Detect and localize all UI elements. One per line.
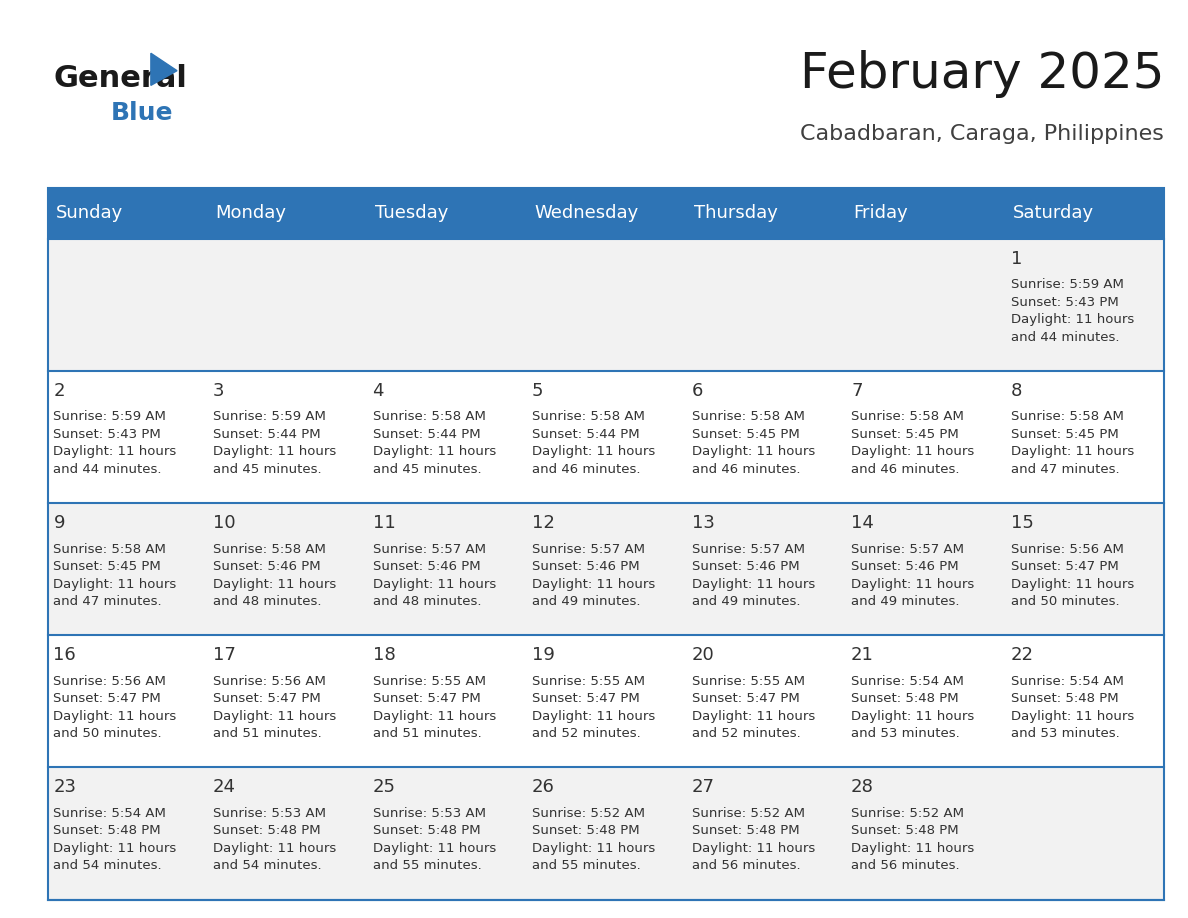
- Text: 14: 14: [851, 514, 874, 532]
- Text: 24: 24: [213, 778, 236, 797]
- Text: Sunrise: 5:56 AM
Sunset: 5:47 PM
Daylight: 11 hours
and 50 minutes.: Sunrise: 5:56 AM Sunset: 5:47 PM Dayligh…: [53, 675, 177, 740]
- Text: 6: 6: [691, 382, 703, 400]
- Text: Sunrise: 5:58 AM
Sunset: 5:45 PM
Daylight: 11 hours
and 46 minutes.: Sunrise: 5:58 AM Sunset: 5:45 PM Dayligh…: [691, 410, 815, 476]
- Text: Sunrise: 5:58 AM
Sunset: 5:45 PM
Daylight: 11 hours
and 47 minutes.: Sunrise: 5:58 AM Sunset: 5:45 PM Dayligh…: [1011, 410, 1133, 476]
- Text: 4: 4: [373, 382, 384, 400]
- Text: 10: 10: [213, 514, 235, 532]
- Text: 17: 17: [213, 646, 236, 665]
- Text: Sunrise: 5:56 AM
Sunset: 5:47 PM
Daylight: 11 hours
and 50 minutes.: Sunrise: 5:56 AM Sunset: 5:47 PM Dayligh…: [1011, 543, 1133, 608]
- Text: Sunrise: 5:55 AM
Sunset: 5:47 PM
Daylight: 11 hours
and 52 minutes.: Sunrise: 5:55 AM Sunset: 5:47 PM Dayligh…: [532, 675, 656, 740]
- Text: Friday: Friday: [853, 205, 909, 222]
- Bar: [685, 188, 845, 239]
- Text: Sunrise: 5:58 AM
Sunset: 5:44 PM
Daylight: 11 hours
and 46 minutes.: Sunrise: 5:58 AM Sunset: 5:44 PM Dayligh…: [532, 410, 656, 476]
- Bar: [367, 188, 526, 239]
- Text: 18: 18: [373, 646, 396, 665]
- Text: Sunrise: 5:59 AM
Sunset: 5:44 PM
Daylight: 11 hours
and 45 minutes.: Sunrise: 5:59 AM Sunset: 5:44 PM Dayligh…: [213, 410, 336, 476]
- Text: 11: 11: [373, 514, 396, 532]
- Polygon shape: [151, 53, 177, 85]
- Text: Sunday: Sunday: [56, 205, 124, 222]
- Text: Sunrise: 5:59 AM
Sunset: 5:43 PM
Daylight: 11 hours
and 44 minutes.: Sunrise: 5:59 AM Sunset: 5:43 PM Dayligh…: [53, 410, 177, 476]
- Text: 3: 3: [213, 382, 225, 400]
- Text: Sunrise: 5:57 AM
Sunset: 5:46 PM
Daylight: 11 hours
and 49 minutes.: Sunrise: 5:57 AM Sunset: 5:46 PM Dayligh…: [691, 543, 815, 608]
- Text: 12: 12: [532, 514, 555, 532]
- Text: Sunrise: 5:57 AM
Sunset: 5:46 PM
Daylight: 11 hours
and 49 minutes.: Sunrise: 5:57 AM Sunset: 5:46 PM Dayligh…: [851, 543, 974, 608]
- Text: 8: 8: [1011, 382, 1022, 400]
- Text: Sunrise: 5:58 AM
Sunset: 5:45 PM
Daylight: 11 hours
and 46 minutes.: Sunrise: 5:58 AM Sunset: 5:45 PM Dayligh…: [851, 410, 974, 476]
- Bar: [48, 371, 1164, 503]
- Text: Sunrise: 5:54 AM
Sunset: 5:48 PM
Daylight: 11 hours
and 54 minutes.: Sunrise: 5:54 AM Sunset: 5:48 PM Dayligh…: [53, 807, 177, 872]
- Text: 9: 9: [53, 514, 65, 532]
- Text: 25: 25: [373, 778, 396, 797]
- Text: 23: 23: [53, 778, 76, 797]
- Text: Blue: Blue: [110, 101, 173, 125]
- Text: Thursday: Thursday: [694, 205, 778, 222]
- Text: 19: 19: [532, 646, 555, 665]
- Text: Sunrise: 5:58 AM
Sunset: 5:45 PM
Daylight: 11 hours
and 47 minutes.: Sunrise: 5:58 AM Sunset: 5:45 PM Dayligh…: [53, 543, 177, 608]
- Text: Sunrise: 5:58 AM
Sunset: 5:44 PM
Daylight: 11 hours
and 45 minutes.: Sunrise: 5:58 AM Sunset: 5:44 PM Dayligh…: [373, 410, 495, 476]
- Text: Saturday: Saturday: [1013, 205, 1094, 222]
- Text: 15: 15: [1011, 514, 1034, 532]
- Text: Sunrise: 5:52 AM
Sunset: 5:48 PM
Daylight: 11 hours
and 55 minutes.: Sunrise: 5:52 AM Sunset: 5:48 PM Dayligh…: [532, 807, 656, 872]
- Bar: [1005, 188, 1164, 239]
- Text: 2: 2: [53, 382, 65, 400]
- Text: Sunrise: 5:55 AM
Sunset: 5:47 PM
Daylight: 11 hours
and 51 minutes.: Sunrise: 5:55 AM Sunset: 5:47 PM Dayligh…: [373, 675, 495, 740]
- Bar: [48, 767, 1164, 900]
- Text: 22: 22: [1011, 646, 1034, 665]
- Text: 16: 16: [53, 646, 76, 665]
- Bar: [48, 635, 1164, 767]
- Text: Sunrise: 5:56 AM
Sunset: 5:47 PM
Daylight: 11 hours
and 51 minutes.: Sunrise: 5:56 AM Sunset: 5:47 PM Dayligh…: [213, 675, 336, 740]
- Text: Sunrise: 5:54 AM
Sunset: 5:48 PM
Daylight: 11 hours
and 53 minutes.: Sunrise: 5:54 AM Sunset: 5:48 PM Dayligh…: [1011, 675, 1133, 740]
- Text: Wednesday: Wednesday: [535, 205, 639, 222]
- Text: Monday: Monday: [215, 205, 286, 222]
- Bar: [207, 188, 367, 239]
- Text: 1: 1: [1011, 250, 1022, 268]
- Text: Sunrise: 5:57 AM
Sunset: 5:46 PM
Daylight: 11 hours
and 49 minutes.: Sunrise: 5:57 AM Sunset: 5:46 PM Dayligh…: [532, 543, 656, 608]
- Text: General: General: [53, 63, 188, 93]
- Text: 7: 7: [851, 382, 862, 400]
- Text: 28: 28: [851, 778, 874, 797]
- Text: Cabadbaran, Caraga, Philippines: Cabadbaran, Caraga, Philippines: [801, 124, 1164, 144]
- Bar: [48, 239, 1164, 371]
- Text: Tuesday: Tuesday: [375, 205, 448, 222]
- Text: Sunrise: 5:55 AM
Sunset: 5:47 PM
Daylight: 11 hours
and 52 minutes.: Sunrise: 5:55 AM Sunset: 5:47 PM Dayligh…: [691, 675, 815, 740]
- Text: 26: 26: [532, 778, 555, 797]
- Bar: [48, 503, 1164, 635]
- Text: February 2025: February 2025: [800, 50, 1164, 98]
- Bar: [845, 188, 1005, 239]
- Text: Sunrise: 5:59 AM
Sunset: 5:43 PM
Daylight: 11 hours
and 44 minutes.: Sunrise: 5:59 AM Sunset: 5:43 PM Dayligh…: [1011, 278, 1133, 343]
- Text: Sunrise: 5:57 AM
Sunset: 5:46 PM
Daylight: 11 hours
and 48 minutes.: Sunrise: 5:57 AM Sunset: 5:46 PM Dayligh…: [373, 543, 495, 608]
- Text: Sunrise: 5:58 AM
Sunset: 5:46 PM
Daylight: 11 hours
and 48 minutes.: Sunrise: 5:58 AM Sunset: 5:46 PM Dayligh…: [213, 543, 336, 608]
- Text: Sunrise: 5:52 AM
Sunset: 5:48 PM
Daylight: 11 hours
and 56 minutes.: Sunrise: 5:52 AM Sunset: 5:48 PM Dayligh…: [851, 807, 974, 872]
- Text: 13: 13: [691, 514, 714, 532]
- Text: 5: 5: [532, 382, 544, 400]
- Text: 27: 27: [691, 778, 715, 797]
- Text: Sunrise: 5:54 AM
Sunset: 5:48 PM
Daylight: 11 hours
and 53 minutes.: Sunrise: 5:54 AM Sunset: 5:48 PM Dayligh…: [851, 675, 974, 740]
- Text: 21: 21: [851, 646, 874, 665]
- Bar: [48, 188, 1164, 900]
- Bar: [48, 188, 207, 239]
- Bar: [526, 188, 685, 239]
- Text: Sunrise: 5:52 AM
Sunset: 5:48 PM
Daylight: 11 hours
and 56 minutes.: Sunrise: 5:52 AM Sunset: 5:48 PM Dayligh…: [691, 807, 815, 872]
- Text: Sunrise: 5:53 AM
Sunset: 5:48 PM
Daylight: 11 hours
and 55 minutes.: Sunrise: 5:53 AM Sunset: 5:48 PM Dayligh…: [373, 807, 495, 872]
- Text: Sunrise: 5:53 AM
Sunset: 5:48 PM
Daylight: 11 hours
and 54 minutes.: Sunrise: 5:53 AM Sunset: 5:48 PM Dayligh…: [213, 807, 336, 872]
- Text: 20: 20: [691, 646, 714, 665]
